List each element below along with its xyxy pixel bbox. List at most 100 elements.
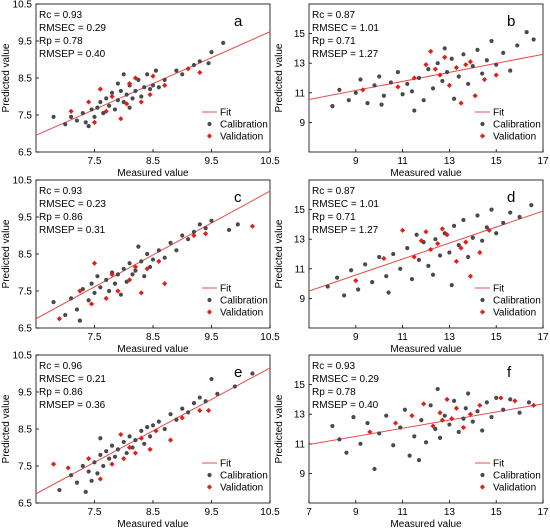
calibration-point — [153, 68, 159, 73]
stat-text: Rc = 0.93 — [39, 186, 83, 197]
validation-point — [205, 407, 212, 414]
calibration-point — [435, 61, 440, 66]
calibration-point — [372, 83, 377, 88]
chart-panel-f: 7 9 11 13 15 17 9 11 13 15 Measured value Predicted… — [274, 354, 549, 530]
calibration-point — [95, 274, 100, 279]
calibration-point — [353, 90, 358, 95]
calibration-point — [405, 81, 410, 87]
y-tick-label: 8.5 — [18, 74, 32, 85]
panel-letter: a — [234, 13, 243, 30]
stat-text: RMSEP = 1.27 — [312, 49, 379, 60]
calibration-point — [162, 426, 167, 432]
legend-calibration-swatch — [207, 121, 212, 127]
legend-calibration-swatch — [480, 472, 485, 478]
calibration-point — [489, 207, 494, 212]
calibration-point — [145, 251, 150, 257]
legend-fit-label: Fit — [220, 459, 231, 470]
calibration-point — [235, 222, 240, 227]
calibration-point — [197, 395, 202, 400]
calibration-point — [435, 386, 440, 392]
calibration-point — [517, 214, 522, 220]
calibration-point — [480, 428, 485, 433]
stat-text: RMSEC = 1.01 — [312, 23, 379, 34]
calibration-point — [92, 460, 97, 465]
validation-point — [477, 402, 483, 408]
calibration-point — [372, 466, 377, 472]
calibration-point — [451, 96, 457, 101]
calibration-point — [83, 120, 88, 125]
y-tick-label: 6.5 — [18, 148, 32, 159]
x-tick-label: 15 — [491, 156, 503, 167]
x-tick-label: 11 — [397, 156, 408, 167]
calibration-point — [156, 248, 161, 253]
legend-calibration-label: Calibration — [493, 471, 541, 482]
validation-point — [392, 420, 399, 426]
calibration-point — [63, 312, 68, 318]
calibration-point — [466, 81, 471, 87]
validation-point — [197, 69, 203, 76]
calibration-point — [101, 111, 106, 116]
calibration-point — [139, 259, 144, 264]
calibration-point — [118, 88, 123, 94]
validation-point — [118, 116, 124, 122]
calibration-point — [180, 233, 185, 238]
calibration-point — [466, 391, 471, 396]
calibration-point — [98, 436, 103, 441]
calibration-point — [156, 85, 161, 90]
calibration-point — [121, 439, 126, 445]
calibration-point — [115, 81, 120, 86]
calibration-point — [57, 487, 62, 493]
x-tick-label: 17 — [537, 332, 549, 343]
calibration-point — [365, 420, 370, 426]
calibration-point — [463, 406, 468, 411]
validation-point — [421, 401, 427, 407]
legend-validation-swatch — [206, 484, 213, 490]
calibration-point — [349, 268, 354, 273]
y-tick-label: 11 — [295, 439, 306, 450]
calibration-point — [430, 86, 436, 91]
legend-fit-label: Fit — [493, 284, 504, 295]
validation-point — [127, 80, 133, 87]
calibration-point — [470, 235, 475, 240]
x-axis-label: Measured value — [390, 344, 462, 355]
calibration-point — [147, 264, 153, 270]
validation-point — [147, 446, 153, 452]
validation-point — [439, 417, 445, 423]
validation-point — [167, 437, 174, 443]
legend-validation-swatch — [479, 133, 486, 139]
panel-letter: b — [507, 13, 515, 30]
validation-point — [109, 93, 115, 100]
panel-letter: f — [507, 364, 512, 381]
validation-point — [472, 93, 478, 99]
validation-point — [249, 223, 256, 229]
calibration-point — [342, 293, 347, 298]
calibration-point — [456, 74, 461, 79]
calibration-point — [162, 77, 167, 82]
y-tick-label: 15 — [294, 380, 306, 391]
calibration-point — [232, 384, 237, 389]
calibration-point — [89, 478, 94, 483]
calibration-point — [174, 417, 179, 422]
x-tick-label: 8.5 — [146, 156, 160, 167]
calibration-point — [433, 426, 438, 432]
calibration-point — [400, 92, 405, 97]
calibration-point — [421, 98, 426, 103]
calibration-point — [414, 232, 419, 237]
validation-point — [477, 249, 483, 256]
validation-point — [138, 290, 144, 296]
y-tick-label: 10.5 — [13, 0, 33, 11]
calibration-point — [206, 61, 211, 66]
calibration-point — [480, 71, 485, 76]
x-tick-label: 9 — [353, 507, 359, 518]
validation-point — [132, 75, 139, 81]
stat-text: RMSEP = 0.40 — [312, 400, 379, 411]
calibration-point — [451, 398, 457, 403]
calibration-point — [203, 399, 208, 404]
calibration-point — [150, 83, 156, 88]
calibration-point — [409, 277, 415, 282]
calibration-point — [142, 85, 147, 90]
y-tick-label: 9.5 — [18, 388, 32, 399]
stat-text: RMSEC = 0.21 — [39, 374, 106, 385]
calibration-point — [118, 292, 123, 297]
calibration-point — [365, 101, 370, 106]
